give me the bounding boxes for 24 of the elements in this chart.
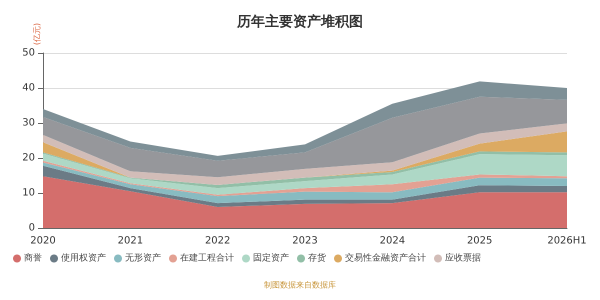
y-tick-label: 50	[22, 48, 35, 58]
x-tick-label: 2020	[30, 236, 56, 246]
y-tick-label: 0	[28, 222, 35, 234]
x-tick-label: 2023	[292, 236, 318, 246]
x-tick-label: 2021	[118, 236, 144, 246]
legend-label: 应收票据	[445, 252, 481, 264]
x-tick-label: 2022	[204, 236, 230, 246]
text: 制图数据来自数据库	[264, 280, 336, 290]
legend-label: 无形资产	[125, 252, 161, 264]
y-tick-label: 20	[22, 152, 35, 164]
legend-label: 商誉	[24, 252, 42, 264]
y-axis-title: (亿元)	[32, 22, 42, 46]
y-tick-label: 10	[22, 188, 35, 198]
x-tick-label: 2025	[466, 236, 492, 246]
legend-label: 存货	[308, 252, 326, 264]
x-tick-label: 2024	[380, 236, 406, 246]
x-tick-label: 2026H1	[547, 236, 587, 246]
y-tick-label: 40	[22, 82, 35, 94]
legend-label: 交易性金融资产合计	[345, 252, 426, 264]
legend-label: 使用权资产	[61, 252, 106, 264]
chart-title: 历年主要资产堆积图	[236, 13, 363, 30]
y-tick-label: 30	[22, 118, 35, 128]
legend-label: 固定资产	[253, 252, 289, 264]
legend-label: 在建工程合计	[180, 252, 234, 264]
